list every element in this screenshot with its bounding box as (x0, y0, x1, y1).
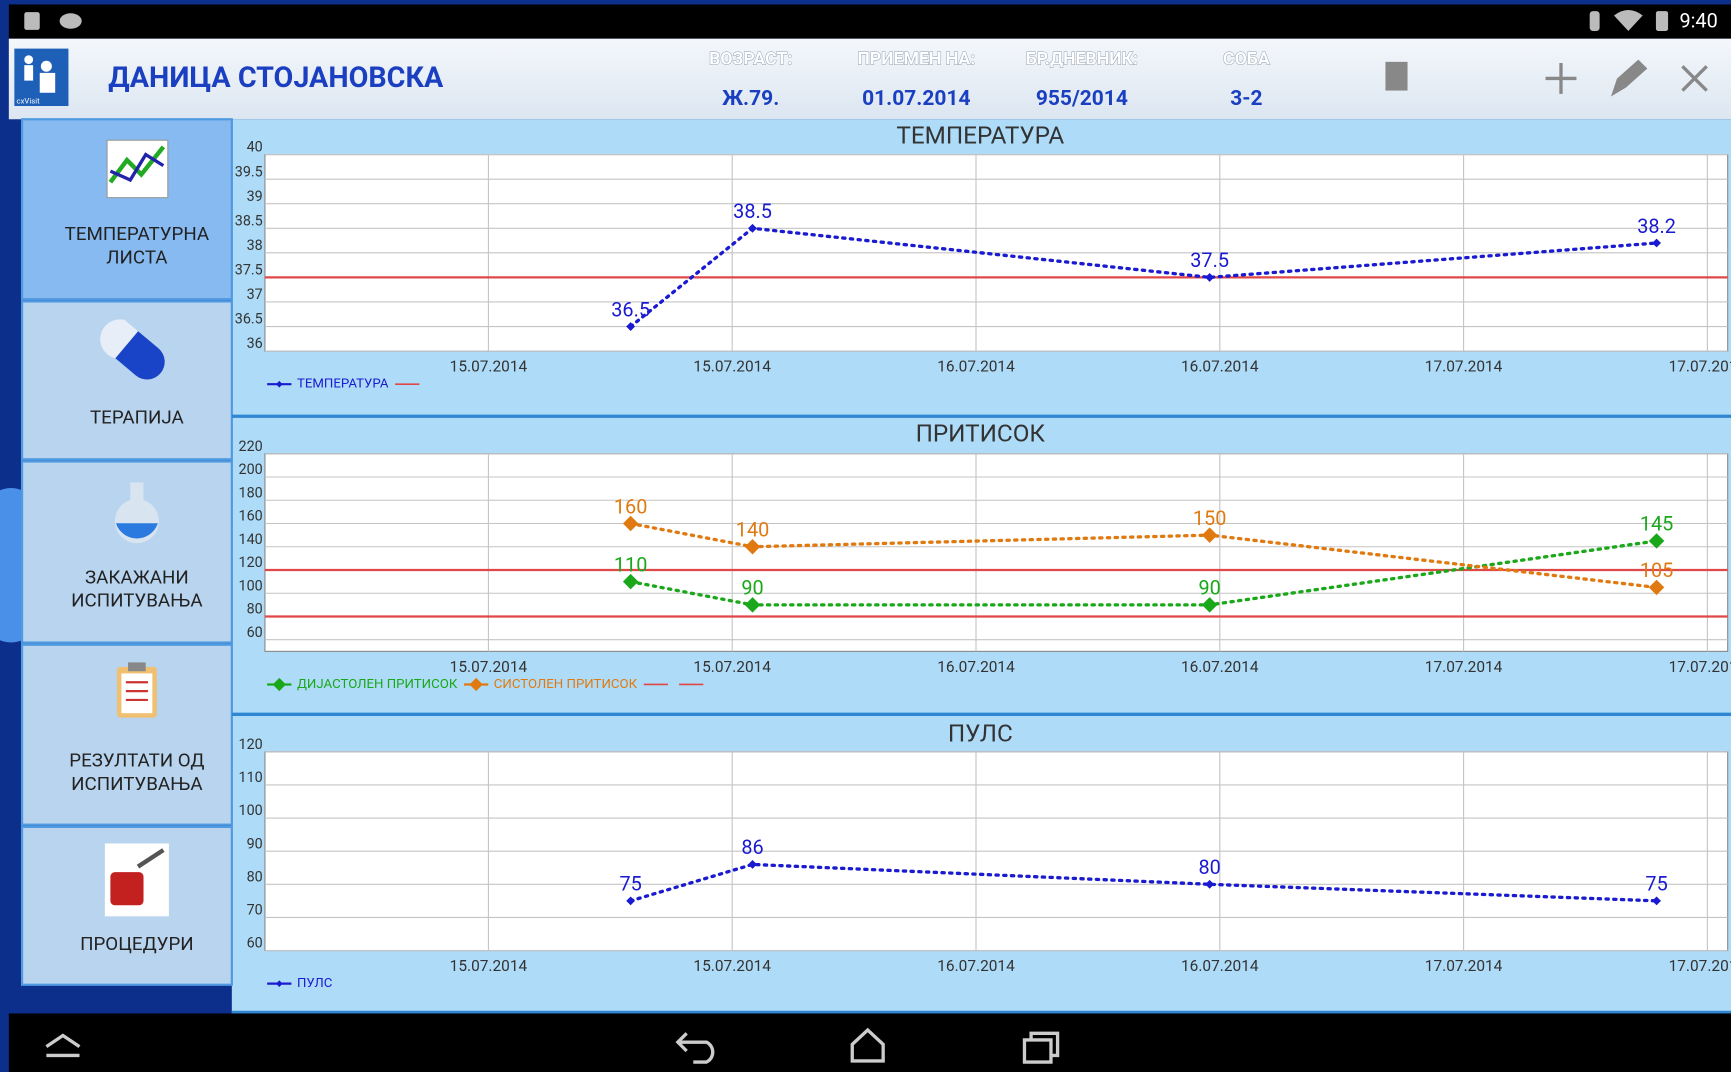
screen: 9:40 cxVisit ДАНИЦА СТОЈАНОВСКА ТЕМПЕРАТ… (0, 0, 1731, 1072)
menu-label: ПРОЦЕДУРИ (80, 933, 194, 955)
field-value: Ж.79. (722, 87, 779, 111)
y-tick-label: 120 (239, 736, 263, 753)
field-value: 3-2 (1230, 87, 1262, 111)
data-label: 80 (1198, 856, 1220, 879)
clipboard-icon (117, 662, 157, 717)
y-tick-label: 37.5 (235, 262, 263, 279)
field-label: ВОЗРАСТ: (709, 49, 792, 69)
menu-item[interactable] (22, 461, 232, 642)
menu-label: РЕЗУЛТАТИ ОД (69, 750, 204, 772)
patient-name: ДАНИЦА СТОЈАНОВСКА (108, 61, 444, 95)
y-tick-label: 80 (247, 601, 263, 618)
x-tick-label: 17.07.2014 (1425, 957, 1503, 975)
y-tick-label: 100 (239, 802, 263, 819)
x-tick-label: 16.07.2014 (1181, 658, 1259, 676)
x-tick-label: 15.07.2014 (450, 957, 528, 975)
data-label: 38.5 (733, 200, 772, 223)
y-tick-label: 100 (239, 577, 263, 594)
data-label: 145 (1640, 513, 1673, 536)
data-label: 38.2 (1637, 215, 1676, 238)
x-tick-label: 15.07.2014 (693, 658, 771, 676)
chart-title: ТЕМПЕРАТУРА (896, 120, 1064, 149)
y-tick-label: 220 (239, 438, 263, 455)
data-label: 37.5 (1190, 249, 1229, 272)
y-tick-label: 180 (239, 484, 263, 501)
data-label: 86 (741, 836, 763, 859)
x-tick-label: 15.07.2014 (450, 358, 528, 376)
x-tick-label: 17.07.2014 (1669, 957, 1731, 975)
y-tick-label: 36.5 (235, 311, 263, 328)
y-tick-label: 140 (239, 531, 263, 548)
page: 9:40 cxVisit ДАНИЦА СТОЈАНОВСКА ТЕМПЕРАТ… (0, 0, 1731, 1072)
y-tick-label: 110 (239, 769, 263, 786)
menu-label: ЗАКАЖАНИ (85, 566, 189, 588)
nav-bar (9, 1013, 1731, 1072)
legend-label: СИСТОЛЕН ПРИТИСОК (494, 677, 638, 692)
menu-label: ТЕМПЕРАТУРНА (65, 223, 209, 245)
logo-text: cxVisit (17, 97, 41, 106)
plot-area (265, 454, 1728, 652)
y-tick-label: 90 (247, 835, 263, 852)
x-tick-label: 15.07.2014 (693, 358, 771, 376)
data-label: 90 (741, 577, 763, 600)
x-tick-label: 17.07.2014 (1425, 358, 1503, 376)
x-tick-label: 17.07.2014 (1669, 658, 1731, 676)
y-tick-label: 60 (247, 935, 263, 952)
y-tick-label: 39.5 (235, 163, 263, 180)
charts: ТЕМПЕРАТУРА 36 36.5 37 37.5 38 38.5 39 39.5 40 15.… (232, 120, 1731, 1012)
y-tick-label: 38.5 (235, 212, 263, 229)
data-label: 75 (619, 873, 641, 896)
x-tick-label: 16.07.2014 (937, 658, 1015, 676)
x-tick-label: 17.07.2014 (1425, 658, 1503, 676)
data-label: 36.5 (611, 298, 650, 321)
menu-label: ИСПИТУВАЊА (71, 590, 202, 612)
x-tick-label: 15.07.2014 (450, 658, 528, 676)
data-label: 140 (736, 519, 769, 542)
y-tick-label: 37 (247, 286, 263, 303)
x-tick-label: 16.07.2014 (1181, 358, 1259, 376)
y-tick-label: 60 (247, 624, 263, 641)
clock: 9:40 (1679, 9, 1717, 32)
data-label: 90 (1198, 577, 1220, 600)
legend-label: ТЕМПЕРАТУРА (297, 377, 389, 392)
data-label: 150 (1193, 507, 1226, 530)
field-label: БР.ДНЕВНИК: (1026, 49, 1138, 69)
menu-label: ЛИСТА (106, 246, 167, 268)
chart-title: ПРИТИСОК (916, 418, 1046, 447)
field-value: 01.07.2014 (862, 87, 970, 111)
y-tick-label: 200 (239, 461, 263, 478)
y-tick-label: 120 (239, 554, 263, 571)
data-label: 160 (614, 495, 647, 518)
y-tick-label: 160 (239, 508, 263, 525)
field-label: ПРИЕМЕН НА: (857, 49, 975, 69)
x-tick-label: 17.07.2014 (1669, 358, 1731, 376)
x-tick-label: 16.07.2014 (937, 957, 1015, 975)
field-label: СОБА (1223, 49, 1270, 69)
status-bar (9, 4, 1731, 38)
y-tick-label: 36 (247, 335, 263, 352)
y-tick-label: 40 (247, 139, 263, 156)
list-button[interactable] (1385, 62, 1407, 91)
data-label: 75 (1645, 873, 1667, 896)
y-tick-label: 70 (247, 902, 263, 919)
data-label: 110 (614, 553, 647, 576)
legend-label: ПУЛС (297, 976, 333, 991)
x-tick-label: 16.07.2014 (937, 358, 1015, 376)
legend-label: ДИЈАСТОЛЕН ПРИТИСОК (297, 677, 458, 692)
chart-title: ПУЛС (948, 719, 1013, 748)
y-tick-label: 80 (247, 868, 263, 885)
field-value: 955/2014 (1036, 87, 1128, 111)
procedure-icon (105, 843, 169, 916)
x-tick-label: 16.07.2014 (1181, 957, 1259, 975)
menu-label: ИСПИТУВАЊА (71, 773, 202, 795)
chart-icon (107, 140, 168, 197)
menu-label: ТЕРАПИЈА (90, 406, 184, 428)
x-tick-label: 15.07.2014 (693, 957, 771, 975)
data-label: 105 (1640, 559, 1673, 582)
y-tick-label: 39 (247, 188, 263, 205)
y-tick-label: 38 (247, 237, 263, 254)
